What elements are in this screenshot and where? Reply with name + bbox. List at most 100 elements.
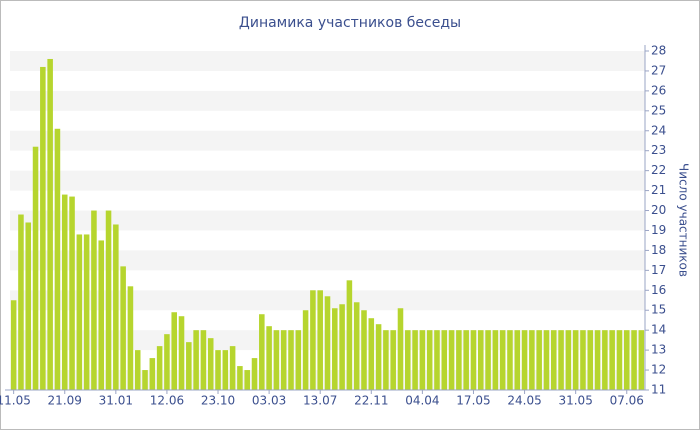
bar	[361, 310, 367, 390]
grid-band	[10, 130, 645, 151]
bar	[105, 210, 112, 390]
bar	[426, 330, 433, 390]
bar	[32, 146, 39, 390]
x-tick-label: 07.06	[610, 394, 644, 408]
bar	[383, 330, 389, 390]
y-tick-label: 23	[651, 143, 666, 157]
y-tick-label: 22	[651, 163, 666, 177]
bar	[346, 280, 353, 390]
bar	[127, 286, 134, 390]
bar	[40, 66, 46, 390]
bar	[149, 358, 156, 390]
bar	[616, 330, 623, 390]
x-tick-label: 24.05	[507, 394, 541, 408]
grid-band	[10, 51, 645, 71]
bar	[609, 330, 615, 390]
bar	[222, 350, 229, 390]
bar	[412, 330, 418, 390]
bar	[631, 330, 637, 390]
x-tick-label: 23.10	[201, 394, 235, 408]
bar	[550, 330, 557, 390]
x-tick-label: 22.11	[354, 394, 388, 408]
bar	[543, 330, 550, 390]
bar	[47, 58, 53, 390]
bar	[419, 330, 426, 390]
bar	[507, 330, 513, 390]
bar	[295, 330, 302, 390]
x-tick-label: 31.01	[99, 394, 133, 408]
bar	[623, 330, 630, 390]
bar	[259, 314, 265, 390]
bar	[186, 342, 192, 390]
bar	[499, 330, 506, 390]
bar	[485, 330, 491, 390]
bar	[594, 330, 601, 390]
bar	[638, 330, 645, 390]
x-tick-label: 21.09	[48, 394, 82, 408]
bar	[324, 296, 331, 390]
y-tick-label: 28	[651, 44, 666, 58]
grid-band	[10, 250, 645, 271]
y-axis-label: Число участников	[677, 163, 691, 277]
bar	[310, 290, 316, 390]
x-tick-label: 12.06	[150, 394, 184, 408]
bar	[572, 330, 579, 390]
bar	[113, 224, 119, 390]
x-tick-label: 03.03	[252, 394, 286, 408]
x-tick-label: 04.04	[405, 394, 439, 408]
bar	[529, 330, 535, 390]
y-tick-label: 16	[651, 283, 666, 297]
bar	[120, 266, 126, 390]
bar	[558, 330, 564, 390]
bar	[142, 370, 148, 390]
bar	[456, 330, 462, 390]
y-tick-label: 19	[651, 223, 666, 237]
bar	[251, 358, 258, 390]
bar	[10, 300, 17, 390]
bar	[397, 308, 404, 390]
bar	[375, 324, 382, 390]
y-tick-label: 17	[651, 263, 666, 277]
y-tick-label: 26	[651, 83, 666, 97]
bar	[353, 302, 360, 390]
chart-title: Динамика участников беседы	[239, 15, 461, 31]
bar	[76, 234, 83, 390]
bar	[215, 350, 221, 390]
bar	[368, 318, 375, 390]
bar	[25, 222, 32, 390]
bar	[266, 326, 272, 390]
grid-band	[10, 90, 645, 111]
bar	[448, 330, 455, 390]
y-tick-label: 12	[651, 363, 666, 377]
y-tick-label: 24	[651, 123, 666, 137]
bar	[565, 330, 572, 390]
y-tick-label: 14	[651, 323, 666, 337]
bar	[229, 346, 236, 390]
bar	[200, 330, 207, 390]
bar	[61, 194, 68, 390]
bar	[193, 330, 199, 390]
bar	[288, 330, 294, 390]
bar	[405, 330, 411, 390]
bar	[470, 330, 477, 390]
x-tick-label: 13.07	[303, 394, 337, 408]
y-tick-label: 25	[651, 103, 666, 117]
bar	[521, 330, 528, 390]
x-tick-label: 31.05	[558, 394, 592, 408]
bar	[580, 330, 586, 390]
bar	[280, 330, 287, 390]
grid-band	[10, 170, 645, 191]
y-tick-label: 15	[651, 303, 666, 317]
bar	[302, 310, 309, 390]
bar	[434, 330, 440, 390]
bar	[332, 308, 338, 390]
bar	[492, 330, 499, 390]
bar	[390, 330, 396, 390]
bar	[536, 330, 542, 390]
bar	[98, 240, 105, 390]
bar	[441, 330, 448, 390]
y-tick-label: 20	[651, 203, 666, 217]
y-tick-label: 21	[651, 183, 666, 197]
